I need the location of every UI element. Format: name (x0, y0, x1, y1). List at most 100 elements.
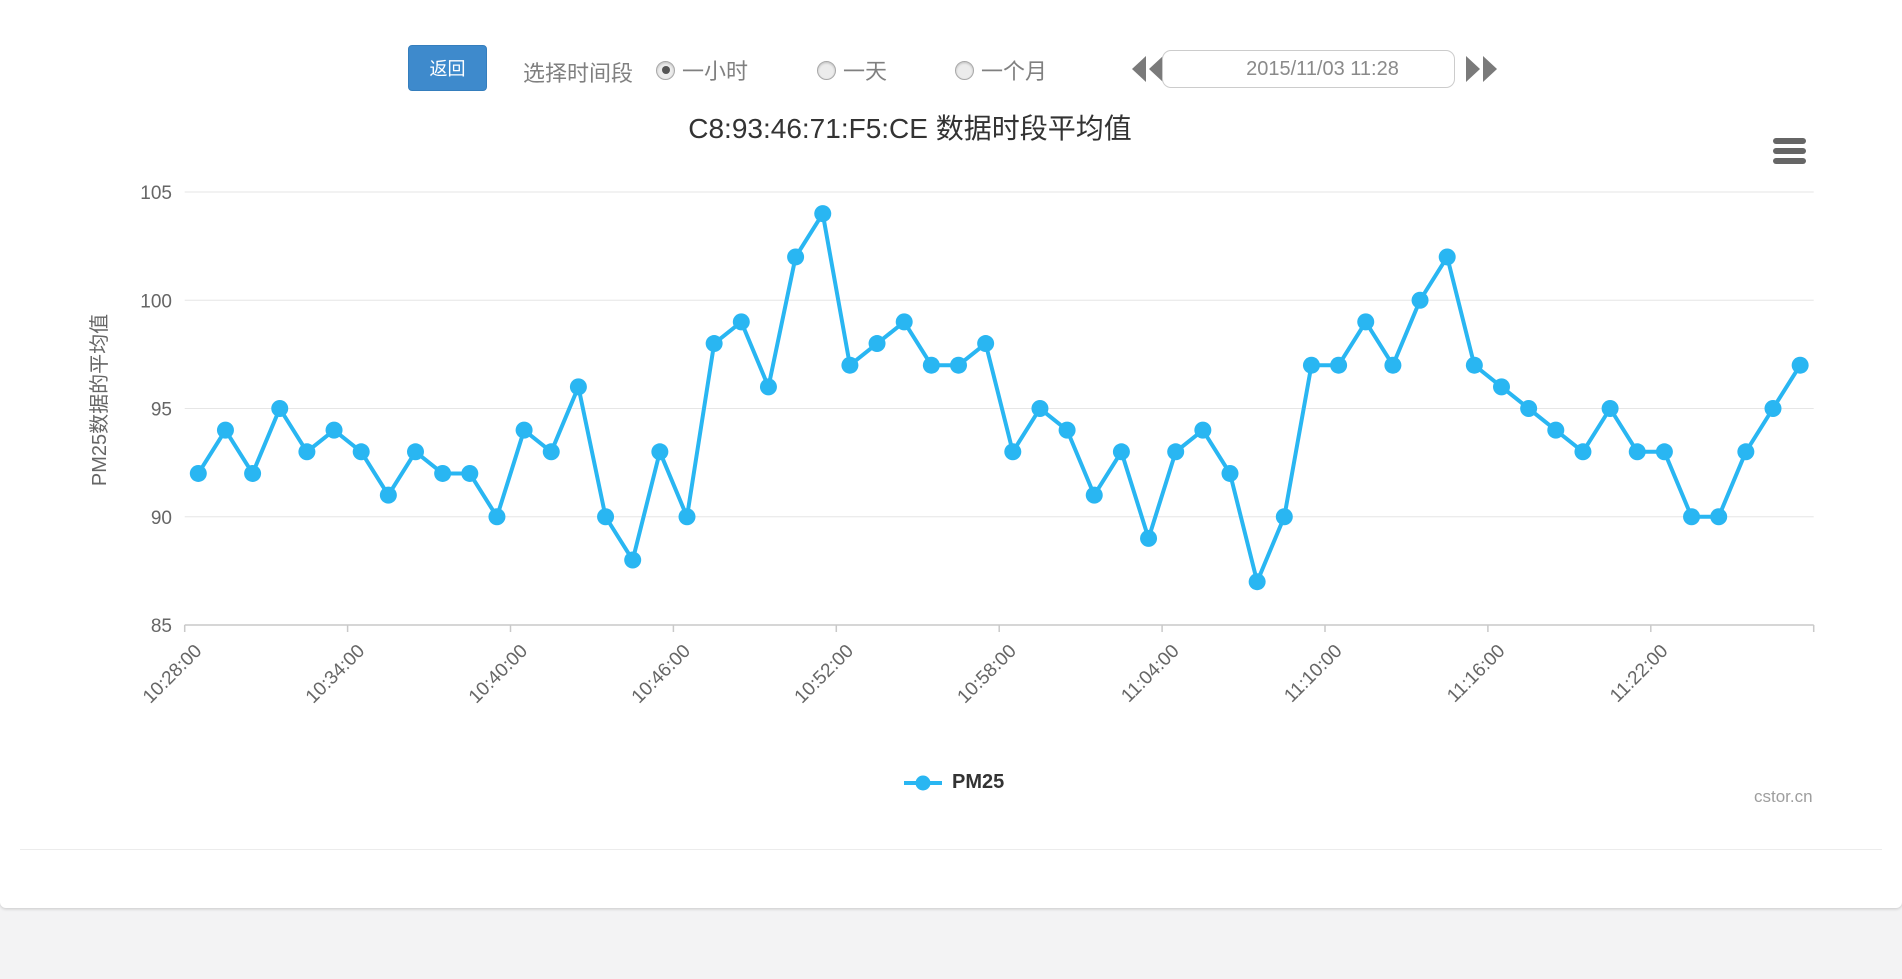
chart-context-menu-icon[interactable] (1769, 135, 1809, 167)
data-point (977, 335, 995, 353)
data-point (1330, 356, 1348, 374)
data-point (569, 378, 587, 396)
x-axis-tick-label: 10:28:00 (139, 641, 206, 708)
x-axis-tick-label: 11:16:00 (1443, 641, 1509, 707)
data-point (950, 356, 967, 374)
y-axis-tick-label: 95 (151, 400, 172, 421)
data-point (216, 421, 234, 439)
legend-item-pm25[interactable]: PM25 (903, 771, 1004, 794)
data-point (461, 464, 479, 482)
data-point (1438, 248, 1456, 266)
data-point (352, 443, 370, 461)
data-point (1737, 443, 1755, 461)
data-point (1248, 573, 1266, 591)
data-point (1384, 356, 1402, 374)
radio-one-month-label: 一个月 (981, 59, 1048, 84)
data-point (841, 356, 859, 374)
x-axis-tick-label: 10:46:00 (628, 641, 695, 708)
data-point (1465, 356, 1483, 374)
data-point (1655, 443, 1673, 461)
series-line (196, 211, 1803, 584)
data-point (814, 205, 832, 223)
radio-circle (817, 60, 836, 80)
radio-one-hour-label: 一小时 (682, 59, 749, 84)
data-point (1520, 400, 1538, 417)
data-point (1058, 421, 1076, 439)
data-point (542, 443, 560, 461)
radio-circle (656, 60, 675, 80)
data-point (488, 508, 506, 526)
next-period-icon[interactable] (1464, 55, 1498, 83)
data-point (1601, 400, 1619, 417)
radio-one-hour[interactable]: 一小时 (656, 54, 748, 86)
data-point (407, 443, 424, 461)
data-point (1683, 508, 1701, 526)
data-point (624, 551, 642, 569)
data-point (759, 378, 777, 396)
data-point (651, 443, 669, 461)
x-axis-tick-label: 11:04:00 (1117, 641, 1183, 707)
data-point (271, 400, 289, 417)
watermark: cstor.cn (1754, 787, 1813, 806)
back-button[interactable]: 返回 (408, 45, 487, 91)
data-point (922, 356, 940, 374)
radio-one-month[interactable]: 一个月 (955, 54, 1047, 86)
data-point (1302, 356, 1320, 374)
data-point (1085, 486, 1103, 504)
legend-label: PM25 (952, 771, 1005, 793)
data-point (895, 313, 913, 331)
divider (20, 849, 1882, 850)
datetime-input[interactable] (1162, 50, 1455, 88)
data-point (189, 464, 207, 482)
data-point (1574, 443, 1592, 461)
data-point (244, 464, 262, 482)
time-range-label: 选择时间段 (523, 61, 634, 86)
legend-marker-icon (904, 775, 942, 790)
data-point (732, 313, 750, 331)
x-axis-tick-label: 10:40:00 (465, 641, 532, 708)
x-axis-tick-label: 10:34:00 (302, 641, 369, 708)
data-point (868, 335, 886, 353)
y-axis-tick-label: 105 (140, 183, 172, 204)
data-point (1357, 313, 1375, 331)
data-point (434, 464, 452, 482)
data-point (678, 508, 696, 526)
y-axis-title: PM25数据的平均值 (88, 314, 111, 486)
data-point (1547, 421, 1565, 439)
data-point (1764, 400, 1782, 417)
data-point (1411, 291, 1429, 309)
x-axis-tick-label: 11:22:00 (1606, 641, 1672, 707)
radio-one-day[interactable]: 一天 (817, 54, 887, 86)
data-point (298, 443, 316, 461)
data-point (1167, 443, 1185, 461)
data-point (1221, 464, 1239, 482)
y-axis-tick-label: 85 (151, 616, 172, 637)
radio-one-day-label: 一天 (843, 59, 888, 84)
chart-title: C8:93:46:71:F5:CE 数据时段平均值 (688, 113, 1132, 144)
pm25-line-chart: 85 90 95 100 105 10:28:00 10:34:00 10:40:00 10:4… (88, 183, 1815, 708)
data-point (1140, 529, 1158, 547)
x-axis-tick-label: 11:10:00 (1280, 641, 1346, 707)
data-point (379, 486, 397, 504)
data-point (325, 421, 343, 439)
x-axis-tick-label: 10:58:00 (954, 641, 1021, 708)
data-point (1493, 378, 1510, 396)
data-point (597, 508, 615, 526)
data-point (705, 335, 723, 353)
data-point (1791, 356, 1809, 374)
y-axis-tick-label: 90 (151, 508, 172, 529)
y-axis-tick-label: 100 (140, 291, 172, 312)
data-point (1031, 400, 1049, 417)
data-point (1194, 421, 1212, 439)
data-point (1710, 508, 1728, 526)
chart-card: 返回 选择时间段 一小时 一天 一个月 C8:93:46:71:F5:CE 数据… (0, 0, 1902, 908)
previous-period-icon[interactable] (1131, 55, 1165, 83)
x-axis-tick-label: 10:52:00 (791, 641, 858, 708)
data-point (1628, 443, 1646, 461)
radio-circle (955, 60, 974, 80)
data-point (1112, 443, 1130, 461)
data-point (1004, 443, 1022, 461)
data-point (1275, 508, 1293, 526)
data-point (787, 248, 805, 266)
